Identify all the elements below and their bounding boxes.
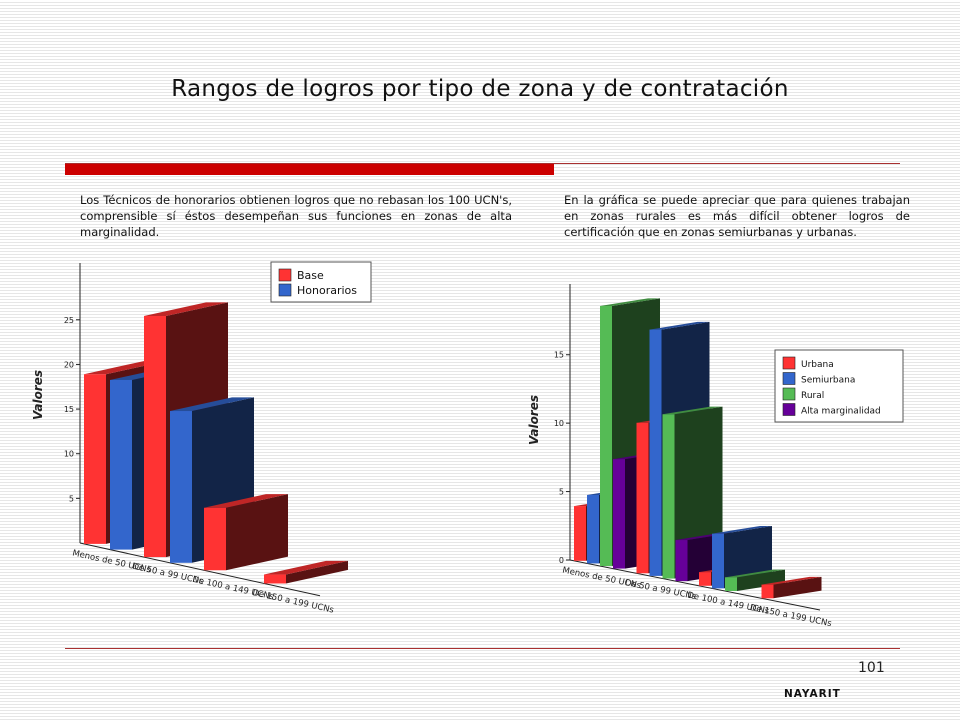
left-description: Los Técnicos de honorarios obtienen logr… — [80, 193, 512, 239]
y-tick-label: 25 — [64, 316, 74, 325]
y-tick-label: 20 — [64, 360, 74, 369]
bar — [725, 569, 785, 591]
header-divider — [65, 163, 900, 164]
y-tick-label: 0 — [559, 556, 564, 565]
legend-label: Base — [297, 269, 324, 282]
x-axis — [79, 542, 321, 597]
right-description: En la gráfica se puede apreciar que para… — [564, 193, 910, 239]
bar — [204, 494, 288, 571]
bar — [264, 560, 348, 584]
x-tick-label: De 150 a 199 UCNs — [251, 588, 335, 616]
legend-swatch — [782, 387, 796, 401]
page-number: 101 — [858, 660, 885, 676]
legend-swatch — [782, 372, 796, 385]
y-axis-label: Valores — [527, 395, 541, 445]
y-tick-label: 15 — [64, 405, 74, 414]
x-axis — [569, 559, 821, 611]
legend-swatch — [782, 403, 796, 416]
legend-label: Urbana — [801, 360, 834, 370]
x-tick-label: De 150 a 199 UCNs — [749, 603, 833, 629]
legend-label: Alta marginalidad — [801, 407, 881, 417]
y-tick-label: 10 — [64, 450, 74, 459]
legend-swatch — [278, 268, 292, 282]
legend-swatch — [782, 356, 796, 370]
y-tick-label: 5 — [559, 488, 564, 497]
bar — [761, 576, 822, 599]
y-tick-label: 10 — [554, 419, 564, 428]
y-tick-label: 5 — [69, 494, 74, 503]
y-tick-label: 15 — [554, 351, 564, 360]
legend-label: Honorarios — [297, 284, 357, 297]
footer-divider — [65, 648, 900, 649]
y-axis-label: Valores — [31, 370, 45, 420]
page-title: Rangos de logros por tipo de zona y de c… — [171, 76, 789, 102]
legend-label: Rural — [801, 391, 824, 401]
legend-swatch — [278, 283, 292, 297]
legend-label: Semiurbana — [801, 376, 855, 386]
accent-bar — [65, 164, 554, 175]
footer-label: NAYARIT — [784, 688, 841, 700]
legend — [774, 349, 904, 423]
